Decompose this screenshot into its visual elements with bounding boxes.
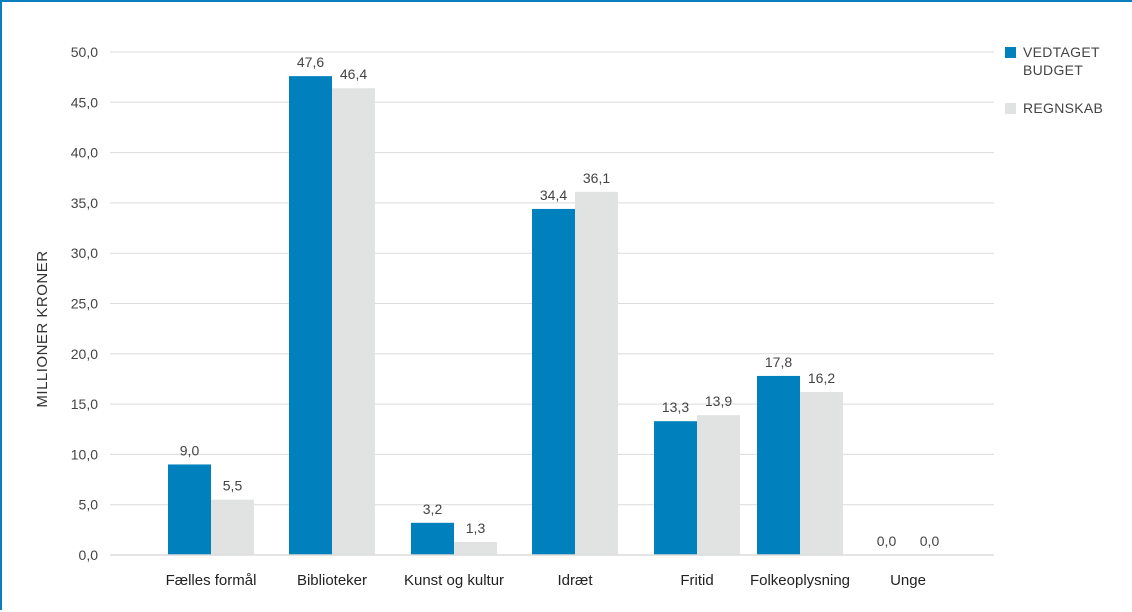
y-tick-label: 30,0 bbox=[71, 245, 98, 261]
legend-label: VEDTAGET bbox=[1023, 44, 1100, 60]
legend-label: BUDGET bbox=[1023, 62, 1083, 78]
y-tick-label: 15,0 bbox=[71, 396, 98, 412]
x-category-label: Folkeoplysning bbox=[750, 572, 850, 589]
data-label: 0,0 bbox=[920, 533, 940, 549]
bar bbox=[289, 76, 332, 556]
data-label: 9,0 bbox=[180, 442, 200, 458]
data-label: 13,3 bbox=[662, 399, 689, 415]
data-label: 1,3 bbox=[466, 520, 486, 536]
y-tick-label: 50,0 bbox=[71, 44, 98, 60]
y-tick-label: 10,0 bbox=[71, 446, 98, 462]
legend-swatch bbox=[1005, 47, 1016, 58]
bar bbox=[332, 88, 375, 555]
legend: VEDTAGET BUDGET REGNSKAB bbox=[1005, 44, 1103, 116]
data-label: 47,6 bbox=[297, 54, 324, 70]
data-label: 16,2 bbox=[808, 370, 835, 386]
data-label: 0,0 bbox=[877, 533, 897, 549]
x-category-label: Kunst og kultur bbox=[404, 572, 504, 589]
y-axis-ticks: 0,0 5,0 10,0 15,0 20,0 25,0 30,0 35,0 40,0 45,0 50… bbox=[71, 44, 98, 563]
x-category-label: Idræt bbox=[557, 572, 593, 589]
data-label: 17,8 bbox=[765, 354, 792, 370]
y-tick-label: 0,0 bbox=[79, 547, 99, 563]
y-axis-title: MILLIONER KRONER bbox=[34, 250, 51, 407]
bar bbox=[454, 541, 497, 555]
data-label: 5,5 bbox=[223, 478, 243, 494]
data-label: 46,4 bbox=[340, 66, 367, 82]
bars bbox=[168, 76, 843, 556]
bar bbox=[800, 392, 843, 555]
bar bbox=[697, 415, 740, 555]
bar bbox=[411, 522, 454, 555]
legend-label: REGNSKAB bbox=[1023, 100, 1103, 116]
bar bbox=[532, 208, 575, 555]
y-tick-label: 20,0 bbox=[71, 346, 98, 362]
bar bbox=[757, 375, 800, 555]
x-category-label: Unge bbox=[890, 572, 926, 589]
y-tick-label: 45,0 bbox=[71, 94, 98, 110]
data-label: 13,9 bbox=[705, 393, 732, 409]
bar bbox=[654, 421, 697, 555]
data-label: 34,4 bbox=[540, 187, 567, 203]
bar bbox=[211, 499, 254, 555]
x-category-label: Fælles formål bbox=[166, 572, 257, 589]
x-category-label: Biblioteker bbox=[297, 572, 367, 589]
data-label: 36,1 bbox=[583, 170, 610, 186]
bar bbox=[575, 191, 618, 556]
legend-swatch bbox=[1005, 103, 1016, 114]
y-tick-label: 40,0 bbox=[71, 145, 98, 161]
x-axis-categories: Fælles formål Biblioteker Kunst og kultur I… bbox=[166, 572, 926, 589]
bar bbox=[168, 464, 211, 555]
y-tick-label: 35,0 bbox=[71, 195, 98, 211]
data-labels: 9,0 47,6 3,2 34,4 13,3 17,8 0,0 5,5 46,4 1,3 36,1 1… bbox=[180, 54, 940, 549]
data-label: 3,2 bbox=[423, 501, 443, 517]
y-tick-label: 5,0 bbox=[79, 497, 99, 513]
y-tick-label: 25,0 bbox=[71, 296, 98, 312]
x-category-label: Fritid bbox=[680, 572, 713, 589]
